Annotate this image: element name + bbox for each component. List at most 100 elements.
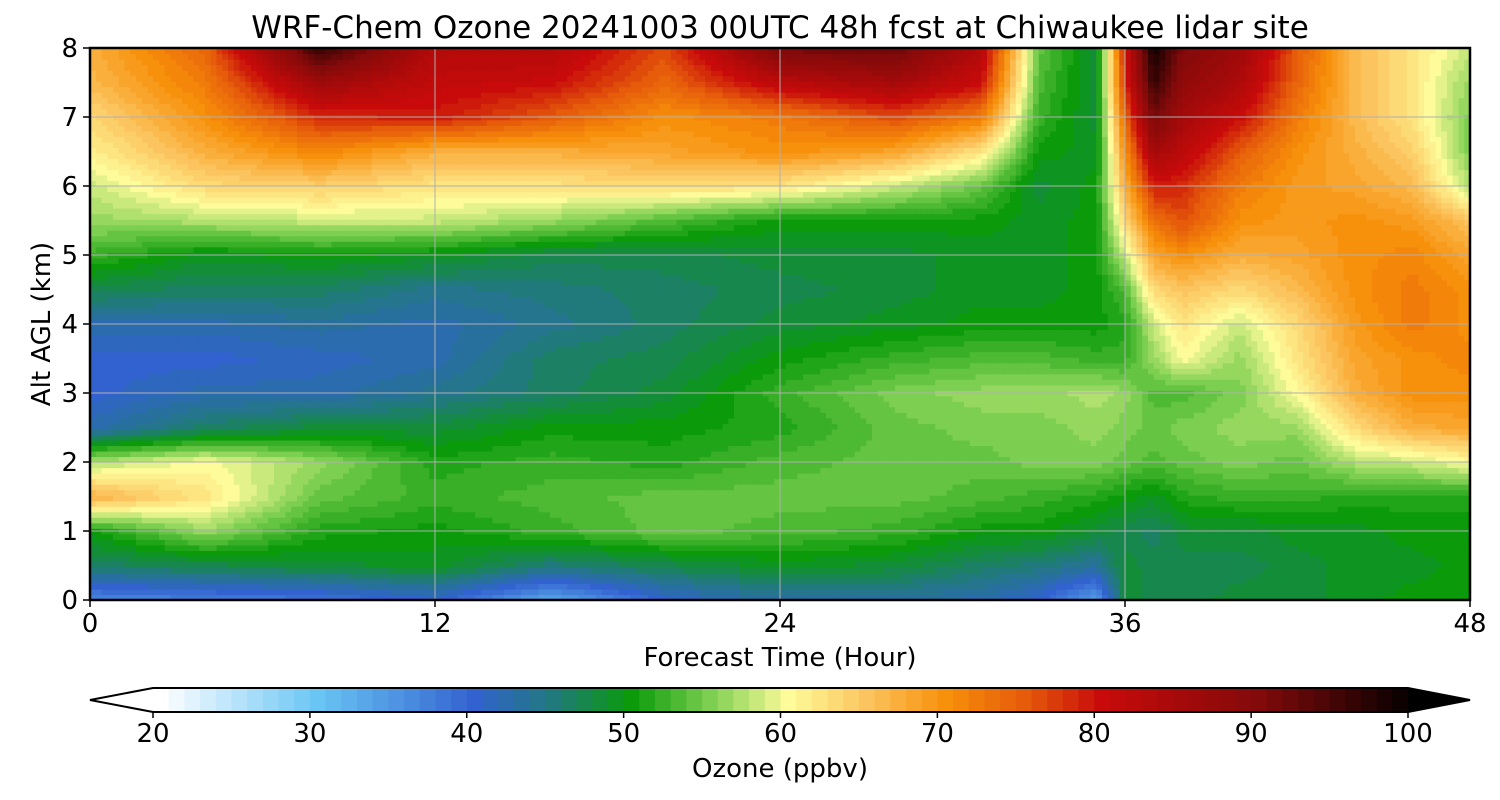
ozone-cell — [849, 550, 856, 557]
ozone-cell — [446, 550, 453, 557]
ozone-cell — [705, 572, 712, 579]
ozone-cell — [1182, 561, 1189, 568]
ozone-cell — [469, 577, 476, 585]
ozone-cell — [659, 594, 666, 600]
ozone-cell — [941, 594, 948, 600]
ozone-cell — [308, 544, 315, 551]
ozone-cell — [952, 489, 959, 496]
ozone-cell — [308, 572, 315, 579]
ozone-cell — [912, 577, 919, 585]
ozone-cell — [877, 594, 885, 600]
ozone-cell — [1320, 500, 1327, 507]
ozone-cell — [831, 555, 839, 562]
ozone-cell — [768, 577, 775, 585]
ozone-cell — [578, 484, 586, 491]
ozone-cell — [670, 489, 678, 496]
ozone-cell — [1090, 550, 1097, 557]
ozone-cell — [601, 522, 609, 529]
ozone-cell — [1303, 500, 1310, 507]
ozone-cell — [849, 506, 856, 513]
ozone-cell — [325, 522, 333, 529]
ozone-cell — [1199, 522, 1207, 529]
ozone-cell — [302, 495, 310, 502]
ozone-cell — [216, 539, 223, 546]
ozone-cell — [1389, 572, 1396, 579]
ozone-cell — [532, 572, 540, 579]
ozone-cell — [1176, 566, 1184, 573]
ozone-cell — [337, 500, 344, 507]
ozone-cell — [676, 588, 683, 596]
ozone-cell — [964, 511, 971, 518]
ozone-cell — [1406, 566, 1414, 573]
ozone-cell — [538, 500, 545, 507]
ozone-cell — [233, 550, 241, 557]
ozone-cell — [406, 550, 413, 557]
ozone-cell — [877, 484, 885, 491]
ozone-cell — [343, 539, 350, 546]
ozone-cell — [1401, 566, 1408, 573]
ozone-cell — [1222, 495, 1230, 502]
ozone-cell — [400, 511, 407, 518]
ozone-cell — [366, 500, 373, 507]
ozone-cell — [354, 484, 361, 491]
ozone-cell — [423, 544, 430, 551]
ozone-cell — [1004, 495, 1011, 502]
ozone-cell — [1142, 500, 1149, 507]
ozone-cell — [636, 539, 643, 546]
ozone-cell — [544, 583, 551, 590]
ozone-cell — [607, 544, 614, 551]
ozone-cell — [958, 511, 965, 518]
ozone-cell — [463, 577, 471, 585]
ozone-cell — [941, 511, 948, 518]
ozone-cell — [440, 511, 448, 518]
ozone-cell — [1194, 500, 1201, 507]
ozone-cell — [768, 495, 775, 502]
ozone-cell — [371, 517, 379, 524]
ozone-cell — [343, 511, 350, 518]
ozone-cell — [987, 544, 994, 551]
ozone-cell — [946, 489, 954, 496]
ozone-cell — [429, 561, 436, 568]
ozone-cell — [918, 566, 925, 573]
ozone-cell — [929, 500, 936, 507]
ozone-cell — [389, 517, 396, 524]
ozone-cell — [854, 550, 862, 557]
ozone-cell — [348, 511, 356, 518]
ozone-cell — [1067, 555, 1074, 562]
ozone-cell — [619, 495, 626, 502]
ozone-cell — [1010, 533, 1017, 540]
ozone-cell — [900, 572, 908, 579]
ozone-cell — [216, 506, 223, 513]
ozone-cell — [435, 522, 442, 529]
ozone-cell — [780, 539, 787, 546]
ozone-cell — [1205, 495, 1212, 502]
ozone-cell — [1458, 572, 1465, 579]
ozone-cell — [987, 577, 994, 585]
ozone-cell — [889, 506, 896, 513]
ozone-cell — [584, 555, 591, 562]
ozone-cell — [716, 495, 724, 502]
ozone-cell — [210, 484, 218, 491]
ozone-cell — [613, 489, 620, 496]
ozone-cell — [550, 517, 557, 524]
ozone-cell — [1395, 566, 1402, 573]
ozone-cell — [153, 539, 160, 546]
ozone-cell — [124, 583, 131, 590]
ozone-cell — [406, 577, 413, 585]
ozone-cell — [302, 555, 310, 562]
ozone-cell — [923, 566, 931, 573]
ozone-cell — [1182, 566, 1189, 573]
ozone-cell — [366, 489, 373, 496]
ozone-cell — [159, 566, 166, 573]
ozone-cell — [532, 588, 540, 596]
ozone-cell — [101, 588, 108, 596]
ozone-cell — [705, 539, 712, 546]
ozone-cell — [1337, 500, 1345, 507]
ozone-cell — [814, 500, 821, 507]
ozone-cell — [596, 522, 603, 529]
ozone-cell — [935, 550, 942, 557]
ozone-cell — [1389, 550, 1396, 557]
ozone-cell — [1159, 561, 1166, 568]
ozone-cell — [998, 489, 1005, 496]
ozone-cell — [837, 484, 844, 491]
